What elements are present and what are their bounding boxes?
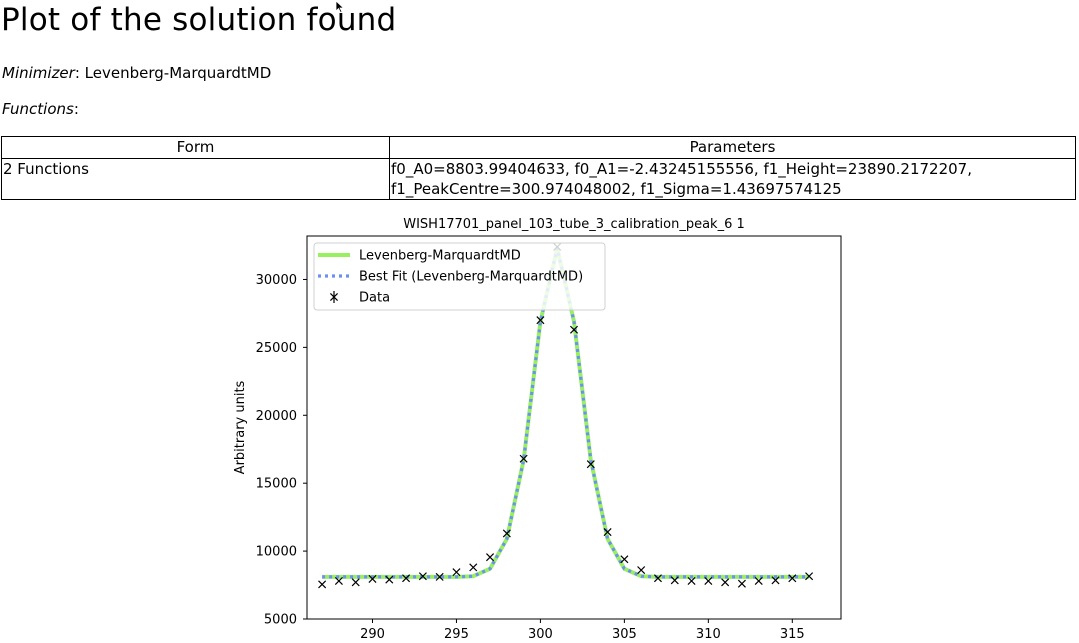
data-point xyxy=(637,566,646,575)
data-point xyxy=(368,574,377,583)
data-point xyxy=(435,572,444,581)
data-point xyxy=(704,576,713,585)
data-point xyxy=(670,576,679,585)
data-point xyxy=(502,529,511,538)
data-point xyxy=(754,576,763,585)
x-tick-label: 290 xyxy=(360,627,385,642)
x-tick-label: 310 xyxy=(696,627,721,642)
form-cell: 2 Functions xyxy=(1,158,390,200)
minimizer-value: Levenberg-MarquardtMD xyxy=(84,64,272,82)
data-point xyxy=(569,325,579,334)
minimizer-line: Minimizer: Levenberg-MarquardtMD xyxy=(2,64,272,82)
y-tick-label: 20000 xyxy=(256,409,297,424)
functions-label: Functions xyxy=(2,100,74,118)
y-axis-label: Arbitrary units xyxy=(233,380,248,474)
y-tick-label: 15000 xyxy=(256,477,297,492)
parameters-line-2: f1_PeakCentre=300.974048002, f1_Sigma=1.… xyxy=(391,180,842,198)
y-tick-label: 5000 xyxy=(264,613,297,628)
data-point xyxy=(586,460,595,469)
x-tick-label: 315 xyxy=(780,627,805,642)
minimizer-label: Minimizer xyxy=(2,64,75,82)
x-tick-label: 305 xyxy=(612,627,637,642)
data-point xyxy=(334,576,343,585)
y-tick-label: 25000 xyxy=(256,341,297,356)
data-point xyxy=(452,568,461,577)
plot-area xyxy=(306,235,842,620)
table-row: 2 Functions f0_A0=8803.99404633, f0_A1=-… xyxy=(1,158,1076,200)
data-point xyxy=(385,575,394,584)
parameters-line-1: f0_A0=8803.99404633, f0_A1=-2.4324515555… xyxy=(391,160,972,178)
data-point xyxy=(687,576,696,585)
legend-label: Levenberg-MarquardtMD xyxy=(359,249,521,264)
y-tick-label: 30000 xyxy=(256,273,297,288)
page-title: Plot of the solution found xyxy=(1,2,397,38)
data-point xyxy=(536,316,545,325)
data-point xyxy=(486,553,495,562)
legend-label: Data xyxy=(359,291,390,306)
parameters-cell: f0_A0=8803.99404633, f0_A1=-2.4324515555… xyxy=(389,158,1076,200)
data-point xyxy=(603,528,612,537)
x-tick-label: 295 xyxy=(444,627,469,642)
data-point xyxy=(653,574,662,583)
data-point xyxy=(469,563,478,572)
data-point xyxy=(418,572,427,581)
series-data-points xyxy=(318,242,814,589)
data-point xyxy=(788,574,797,583)
data-point xyxy=(771,576,780,585)
data-point xyxy=(351,578,360,587)
data-point xyxy=(318,580,327,589)
data-point xyxy=(402,574,411,583)
series-line-best-fit xyxy=(322,247,810,579)
data-point xyxy=(737,579,746,588)
data-point xyxy=(620,555,629,564)
legend-box xyxy=(313,242,606,311)
x-tick-label: 300 xyxy=(528,627,553,642)
legend-swatch-data xyxy=(329,291,339,303)
data-point xyxy=(805,572,814,581)
data-point xyxy=(519,454,528,463)
chart-title: WISH17701_panel_103_tube_3_calibration_p… xyxy=(403,217,745,232)
mouse-cursor-icon xyxy=(335,0,345,14)
chart-legend: Levenberg-MarquardtMD Best Fit (Levenberg… xyxy=(313,242,606,311)
functions-line: Functions: xyxy=(2,100,79,118)
data-point xyxy=(721,578,730,587)
legend-label: Best Fit (Levenberg-MarquardtMD) xyxy=(359,270,583,285)
y-tick-label: 10000 xyxy=(256,545,297,560)
functions-table: Form Parameters 2 Functions f0_A0=8803.9… xyxy=(1,136,1076,200)
